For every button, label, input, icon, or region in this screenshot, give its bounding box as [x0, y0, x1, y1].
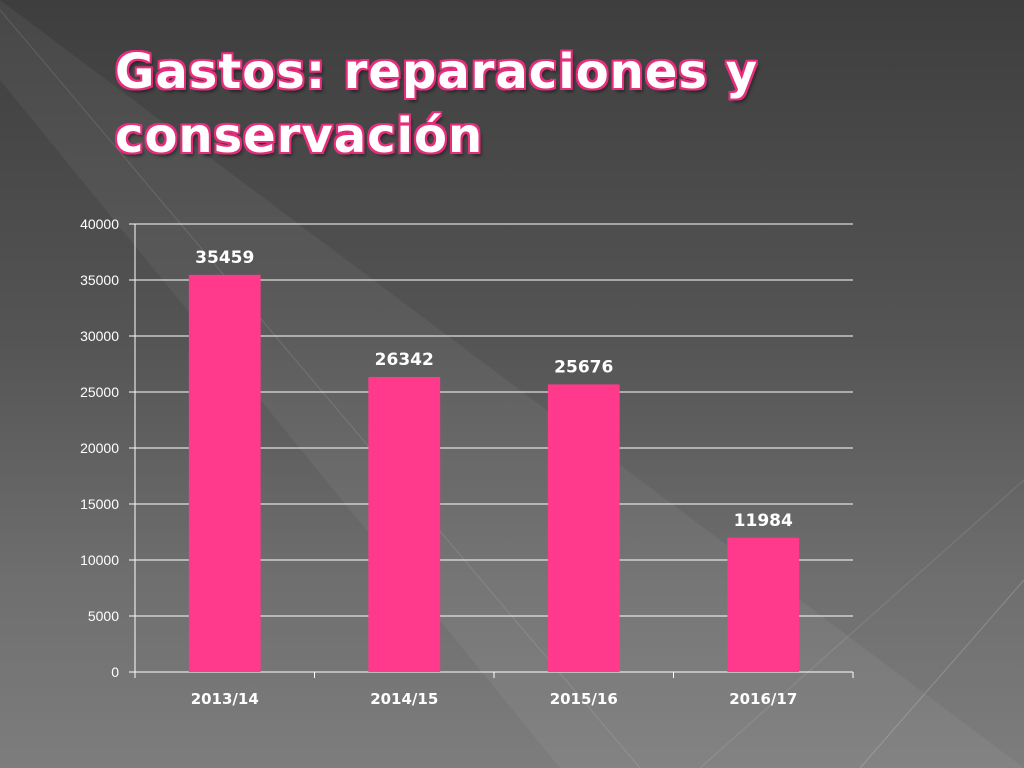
y-tick-label: 0 — [111, 664, 119, 680]
bar-2014-15 — [368, 376, 441, 672]
y-tick-label: 25000 — [80, 384, 119, 400]
x-tick-label: 2015/16 — [550, 690, 618, 708]
x-tick-label: 2013/14 — [191, 690, 259, 708]
bar-2015-16 — [547, 384, 620, 672]
data-label: 11984 — [734, 511, 793, 531]
y-tick-label: 35000 — [80, 272, 119, 288]
y-tick-label: 20000 — [80, 440, 119, 456]
data-label: 26342 — [375, 350, 434, 370]
bar-2013-14 — [188, 274, 261, 672]
data-label: 35459 — [195, 248, 254, 268]
y-tick-label: 10000 — [80, 552, 119, 568]
x-tick-label: 2014/15 — [370, 690, 438, 708]
y-tick-label: 30000 — [80, 328, 119, 344]
y-tick-label: 15000 — [80, 496, 119, 512]
y-tick-label: 40000 — [80, 216, 119, 232]
bar-2016-17 — [727, 537, 800, 672]
data-label: 25676 — [554, 357, 613, 377]
y-tick-label: 5000 — [88, 608, 119, 624]
slide-title: Gastos: reparaciones y conservación — [115, 44, 758, 164]
x-tick-label: 2016/17 — [729, 690, 797, 708]
